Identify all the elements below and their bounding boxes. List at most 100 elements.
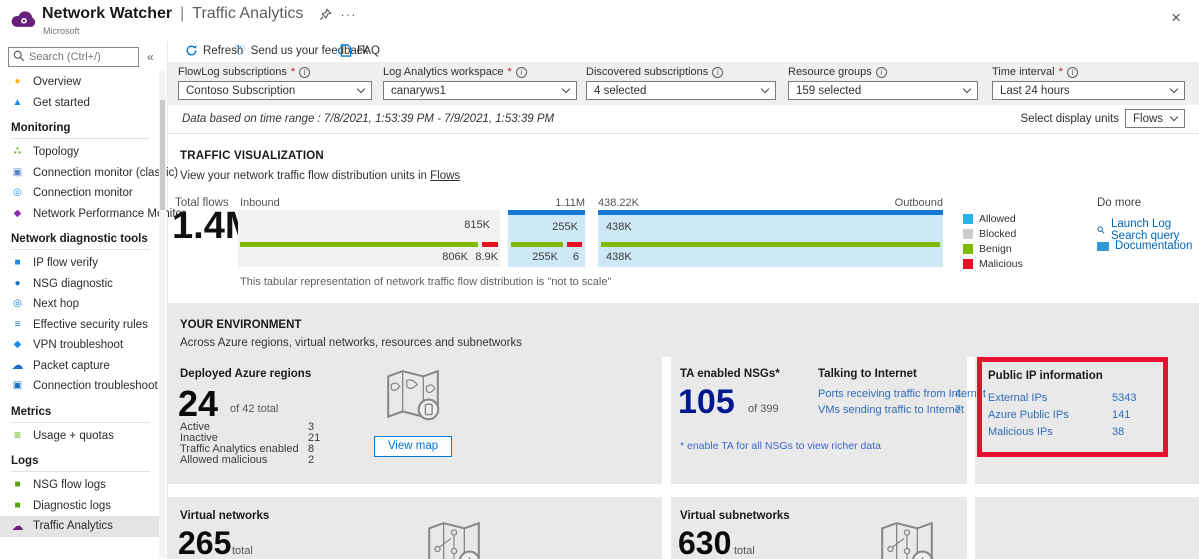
nsgs-total-note: of 399: [748, 403, 779, 415]
filter-discovered-subscriptions: Discovered subscriptions 4 selected: [586, 66, 776, 100]
network-performance-monitor-icon: [11, 209, 24, 219]
vpn-troubleshoot-icon: [11, 340, 24, 350]
sidebar-item-usage-quotas[interactable]: Usage + quotas: [0, 426, 160, 447]
flowlog-subscriptions-dropdown[interactable]: Contoso Subscription: [178, 81, 372, 100]
info-icon: [299, 66, 311, 78]
info-icon: [712, 66, 724, 78]
malicious-value: 8.9K: [475, 251, 498, 263]
more-menu-icon[interactable]: ···: [340, 6, 357, 22]
benign-swatch: [963, 243, 973, 254]
filter-bar: FlowLog subscriptions * Contoso Subscrip…: [168, 62, 1199, 105]
sidebar: « Overview Get started Monitoring Topolo…: [0, 42, 186, 559]
internet-row-label[interactable]: Ports receiving traffic from Internet: [818, 388, 986, 400]
malicious-bar: [482, 242, 498, 247]
search-input[interactable]: [8, 46, 139, 67]
blocked-value: 815K: [464, 219, 490, 231]
nsgs-footnote: * enable TA for all NSGs to view richer …: [680, 440, 881, 452]
card-gutter: [168, 484, 1199, 497]
vnets-card-title: Virtual networks: [180, 510, 270, 522]
close-icon[interactable]: ×: [1171, 8, 1181, 27]
map-icon: [387, 369, 440, 421]
launch-log-search-link[interactable]: Launch Log Search query: [1097, 218, 1199, 242]
effective-security-rules-icon: [11, 320, 24, 330]
refresh-icon: [186, 44, 197, 56]
card-gutter: [662, 357, 671, 559]
public-ip-row-label[interactable]: Azure Public IPs: [988, 409, 1069, 421]
filter-label: Discovered subscriptions: [586, 66, 709, 78]
sidebar-scrollbar[interactable]: [159, 70, 166, 558]
regions-total-note: of 42 total: [230, 403, 279, 415]
stat-value: 8: [308, 443, 315, 455]
not-to-scale-note: This tabular representation of network t…: [240, 276, 612, 288]
info-icon: [875, 66, 887, 78]
resource-groups-dropdown[interactable]: 159 selected: [788, 81, 978, 100]
allowed-bar: [508, 210, 585, 215]
subnets-count: 630: [678, 525, 732, 559]
sidebar-item-packet-capture[interactable]: Packet capture: [0, 356, 160, 377]
time-range-text: Data based on time range : 7/8/2021, 1:5…: [182, 113, 555, 125]
display-units-dropdown[interactable]: Flows: [1125, 109, 1185, 128]
filter-label: FlowLog subscriptions: [178, 66, 287, 78]
sidebar-item-diagnostic-logs[interactable]: Diagnostic logs: [0, 496, 160, 517]
sidebar-collapse-button[interactable]: «: [147, 49, 154, 64]
allowed-value: 255K: [552, 221, 578, 233]
traffic-visualization-title: TRAFFIC VISUALIZATION: [180, 150, 324, 162]
environment-subtitle: Across Azure regions, virtual networks, …: [180, 337, 522, 349]
scrollbar-thumb[interactable]: [160, 100, 165, 210]
public-ip-row-value: 141: [1112, 409, 1131, 421]
faq-button[interactable]: FAQ: [340, 44, 380, 57]
public-ip-row-value: 5343: [1112, 392, 1137, 404]
title-separator: |: [180, 5, 185, 22]
sidebar-section-metrics: Metrics: [11, 405, 52, 418]
documentation-link[interactable]: Documentation: [1097, 240, 1192, 252]
refresh-button[interactable]: Refresh: [185, 44, 243, 57]
inbound-allowed-total: 1.11M: [555, 197, 585, 209]
discovered-subscriptions-dropdown[interactable]: 4 selected: [586, 81, 776, 100]
sidebar-item-nsg-diagnostic[interactable]: NSG diagnostic: [0, 274, 160, 295]
sidebar-item-connection-monitor[interactable]: Connection monitor: [0, 183, 160, 204]
info-icon: [1066, 66, 1078, 78]
nsg-flow-logs-icon: [11, 480, 24, 490]
sidebar-item-get-started[interactable]: Get started: [0, 93, 160, 114]
outbound-box: 438K 438K: [598, 210, 943, 267]
vnets-count: 265: [178, 525, 232, 559]
regions-count: 24: [178, 383, 219, 424]
public-ip-row-label[interactable]: Malicious IPs: [988, 426, 1053, 438]
search-icon: [1097, 226, 1105, 234]
sidebar-item-ip-flow-verify[interactable]: IP flow verify: [0, 253, 160, 274]
divider: [11, 471, 150, 472]
benign-bar: [240, 242, 478, 247]
internet-row-value: 4: [955, 388, 962, 400]
sidebar-nav: Overview Get started Monitoring Topology…: [0, 72, 186, 537]
flows-link[interactable]: Flows: [430, 170, 461, 182]
connection-monitor-classic-icon: [11, 168, 24, 178]
sidebar-item-connection-monitor-classic[interactable]: Connection monitor (classic): [0, 163, 178, 184]
sidebar-section-network-diagnostic-tools: Network diagnostic tools: [11, 233, 148, 245]
view-map-button[interactable]: View map: [374, 436, 452, 457]
sidebar-item-nsg-flow-logs[interactable]: NSG flow logs: [0, 475, 160, 496]
sidebar-item-vpn-troubleshoot[interactable]: VPN troubleshoot: [0, 335, 160, 356]
blocked-swatch: [963, 228, 973, 239]
feedback-button[interactable]: ♡ Send us your feedback: [234, 43, 369, 58]
sidebar-item-next-hop[interactable]: Next hop: [0, 294, 160, 315]
log-analytics-workspace-dropdown[interactable]: canaryws1: [383, 81, 577, 100]
sidebar-item-topology[interactable]: Topology: [0, 142, 160, 163]
chevron-down-icon: [356, 84, 366, 94]
filter-resource-groups: Resource groups 159 selected: [788, 66, 978, 100]
legend-item-blocked: Blocked: [963, 226, 1023, 241]
internet-row-label[interactable]: VMs sending traffic to Internet: [818, 404, 964, 416]
sidebar-section-logs: Logs: [11, 455, 39, 467]
nsgs-count: 105: [678, 383, 735, 421]
divider: [11, 421, 150, 423]
sidebar-item-overview[interactable]: Overview: [0, 72, 160, 93]
connection-monitor-icon: [11, 188, 24, 198]
public-ip-row-label[interactable]: External IPs: [988, 392, 1048, 404]
pin-icon[interactable]: [319, 7, 333, 21]
do-more-title: Do more: [1097, 197, 1142, 209]
sidebar-item-connection-troubleshoot[interactable]: Connection troubleshoot: [0, 376, 160, 397]
time-interval-dropdown[interactable]: Last 24 hours: [992, 81, 1185, 100]
sidebar-item-network-performance-monitor[interactable]: Network Performance Monitor: [0, 204, 186, 225]
sidebar-item-traffic-analytics[interactable]: Traffic Analytics: [0, 516, 160, 537]
sidebar-item-effective-security-rules[interactable]: Effective security rules: [0, 315, 160, 336]
legend-item-malicious: Malicious: [963, 256, 1023, 271]
